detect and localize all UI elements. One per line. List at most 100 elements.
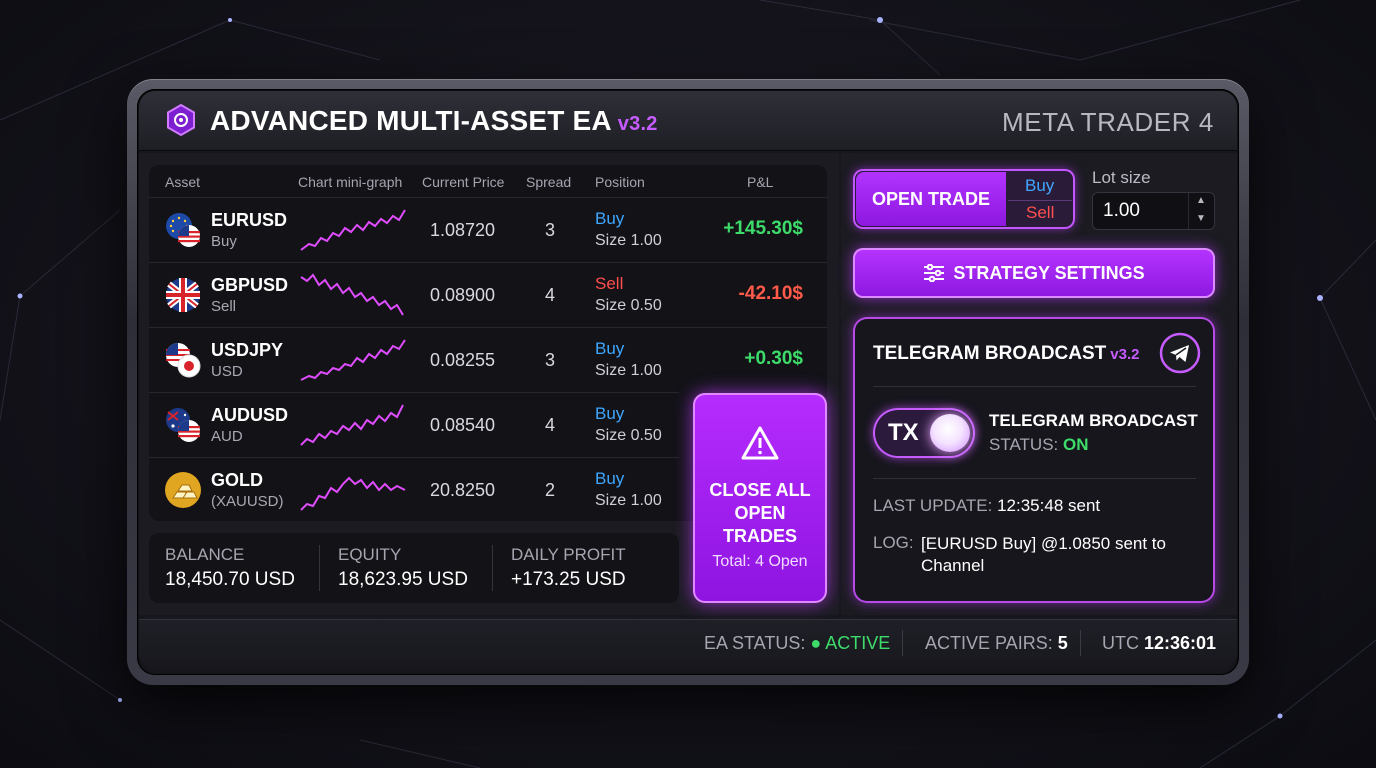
equity-value: 18,623.95 USD — [338, 569, 468, 590]
platform-label: META TRADER 4 — [1002, 107, 1214, 137]
broadcast-status: STATUS: ON — [989, 435, 1089, 455]
asset-symbol: GOLD — [211, 470, 263, 490]
header-chart: Chart mini-graph — [298, 174, 403, 190]
pnl-value: +145.30$ — [723, 218, 803, 239]
asset-subtitle: USD — [211, 363, 243, 380]
table-row[interactable]: GBPUSD Sell 0.08900 4 Sell Size 0.50 -42… — [149, 262, 827, 326]
asset-subtitle: (XAUUSD) — [211, 493, 284, 510]
statusbar-divider — [902, 630, 903, 656]
equity-stat: EQUITY 18,623.95 USD — [338, 545, 468, 591]
sparkline-chart — [300, 209, 406, 251]
stats-divider — [319, 545, 320, 591]
spread-value: 4 — [545, 285, 556, 305]
size-label: Size — [595, 362, 627, 379]
current-price: 0.08255 — [430, 350, 496, 370]
log-value: [EURUSD Buy] @1.0850 sent to Channel — [921, 534, 1166, 575]
title-bar — [139, 91, 1237, 151]
size-label: Size — [595, 232, 627, 249]
lot-size-value[interactable]: 1.00 — [1103, 200, 1140, 221]
position-side: Buy — [595, 404, 625, 423]
status-prefix: STATUS: — [989, 435, 1059, 454]
last-update-label: LAST UPDATE: — [873, 496, 993, 515]
sparkline-chart — [300, 273, 404, 316]
table-row[interactable]: EURUSD Buy 1.08720 3 Buy Size 1.00 +145.… — [149, 197, 827, 261]
asset-symbol: GBPUSD — [211, 275, 289, 295]
buy-option[interactable]: Buy — [1025, 176, 1055, 195]
table-header: Asset Chart mini-graph Current Price Spr… — [149, 165, 827, 197]
telegram-version: v3.2 — [1110, 346, 1140, 363]
lot-size-input[interactable] — [1092, 192, 1215, 230]
position-size: Size 1.00 — [595, 232, 662, 250]
close-all-total: Total: 4 Open — [712, 553, 808, 570]
spread-value: 3 — [545, 220, 556, 240]
equity-label: EQUITY — [338, 545, 402, 564]
daily-profit-value: +173.25 USD — [511, 569, 626, 590]
position-size: Size 0.50 — [595, 427, 662, 445]
telegram-card — [853, 317, 1215, 603]
size-value: 1.00 — [630, 232, 662, 249]
balance-value: 18,450.70 USD — [165, 569, 295, 590]
size-label: Size — [595, 297, 627, 314]
lot-size-label: Lot size — [1092, 168, 1151, 187]
last-update-value: 12:35:48 sent — [997, 496, 1101, 515]
size-value: 0.50 — [630, 427, 662, 444]
close-all-label: CLOSE ALL OPEN TRADES — [709, 480, 811, 546]
divider — [873, 386, 1196, 387]
active-pairs-label: ACTIVE PAIRS: — [925, 633, 1053, 653]
size-label: Size — [595, 492, 627, 509]
divider — [873, 478, 1196, 479]
asset-symbol: USDJPY — [211, 340, 284, 360]
active-pairs: ACTIVE PAIRS: 5 — [925, 633, 1068, 654]
broadcast-status-title: TELEGRAM BROADCAST — [989, 411, 1198, 430]
stats-divider — [492, 545, 493, 591]
telegram-title: TELEGRAM BROADCAST v3.2 — [873, 343, 1139, 365]
toggle-knob[interactable] — [930, 414, 970, 452]
strategy-settings-button[interactable]: STRATEGY SETTINGS — [853, 248, 1215, 298]
status-dot-icon: ● — [810, 633, 822, 653]
table-row[interactable]: AUDUSD AUD 0.08540 4 Buy Size 0.50 — [149, 392, 679, 456]
close-all-trades-button[interactable]: CLOSE ALL OPEN TRADES Total: 4 Open — [693, 393, 827, 603]
tx-toggle-label: TX — [888, 419, 919, 446]
sell-option[interactable]: Sell — [1026, 203, 1055, 222]
asset-subtitle: AUD — [211, 428, 243, 445]
header-price: Current Price — [422, 174, 505, 190]
log-label: LOG: — [873, 533, 914, 552]
open-trade-button[interactable]: OPEN TRADE — [856, 172, 1006, 226]
table-row[interactable]: USDJPY USD 0.08255 3 Buy Size 1.00 +0.30… — [149, 327, 827, 391]
position-side: Sell — [595, 274, 624, 293]
ea-status-value: ACTIVE — [825, 633, 891, 653]
balance-stat: BALANCE 18,450.70 USD — [165, 545, 295, 591]
statusbar-divider — [1080, 630, 1081, 656]
us-jp-flag-icon — [166, 343, 201, 378]
spread-value: 4 — [545, 415, 556, 435]
header-asset: Asset — [165, 174, 201, 190]
position-size: Size 1.00 — [595, 492, 662, 510]
position-size: Size 1.00 — [595, 362, 662, 380]
asset-subtitle: Buy — [211, 233, 237, 250]
telegram-icon[interactable] — [1159, 332, 1201, 374]
utc-value: 12:36:01 — [1144, 633, 1217, 653]
sparkline-chart — [300, 339, 406, 381]
sparkline-chart — [300, 476, 406, 511]
position-side: Buy — [595, 469, 625, 488]
current-price: 20.8250 — [430, 480, 496, 500]
spread-value: 3 — [545, 350, 556, 370]
app-version: v3.2 — [617, 113, 658, 135]
daily-profit-label: DAILY PROFIT — [511, 545, 626, 564]
eu-us-flag-icon — [166, 213, 200, 247]
header-pnl: P&L — [747, 174, 774, 190]
status-bar — [139, 619, 1237, 667]
table-row[interactable]: GOLD (XAUUSD) 20.8250 2 Buy Size 1.00 — [149, 457, 679, 521]
header-position: Position — [595, 174, 645, 190]
balance-label: BALANCE — [165, 545, 245, 564]
asset-symbol: AUDUSD — [211, 405, 289, 425]
asset-subtitle: Sell — [211, 298, 237, 315]
pnl-value: +0.30$ — [744, 348, 803, 369]
size-value: 0.50 — [630, 297, 662, 314]
increment-arrow-icon[interactable]: ▲ — [1196, 195, 1206, 206]
decrement-arrow-icon[interactable]: ▼ — [1196, 213, 1206, 224]
asset-symbol: EURUSD — [211, 210, 288, 230]
status-value: ON — [1063, 435, 1089, 454]
buy-sell-divider — [1008, 200, 1072, 201]
